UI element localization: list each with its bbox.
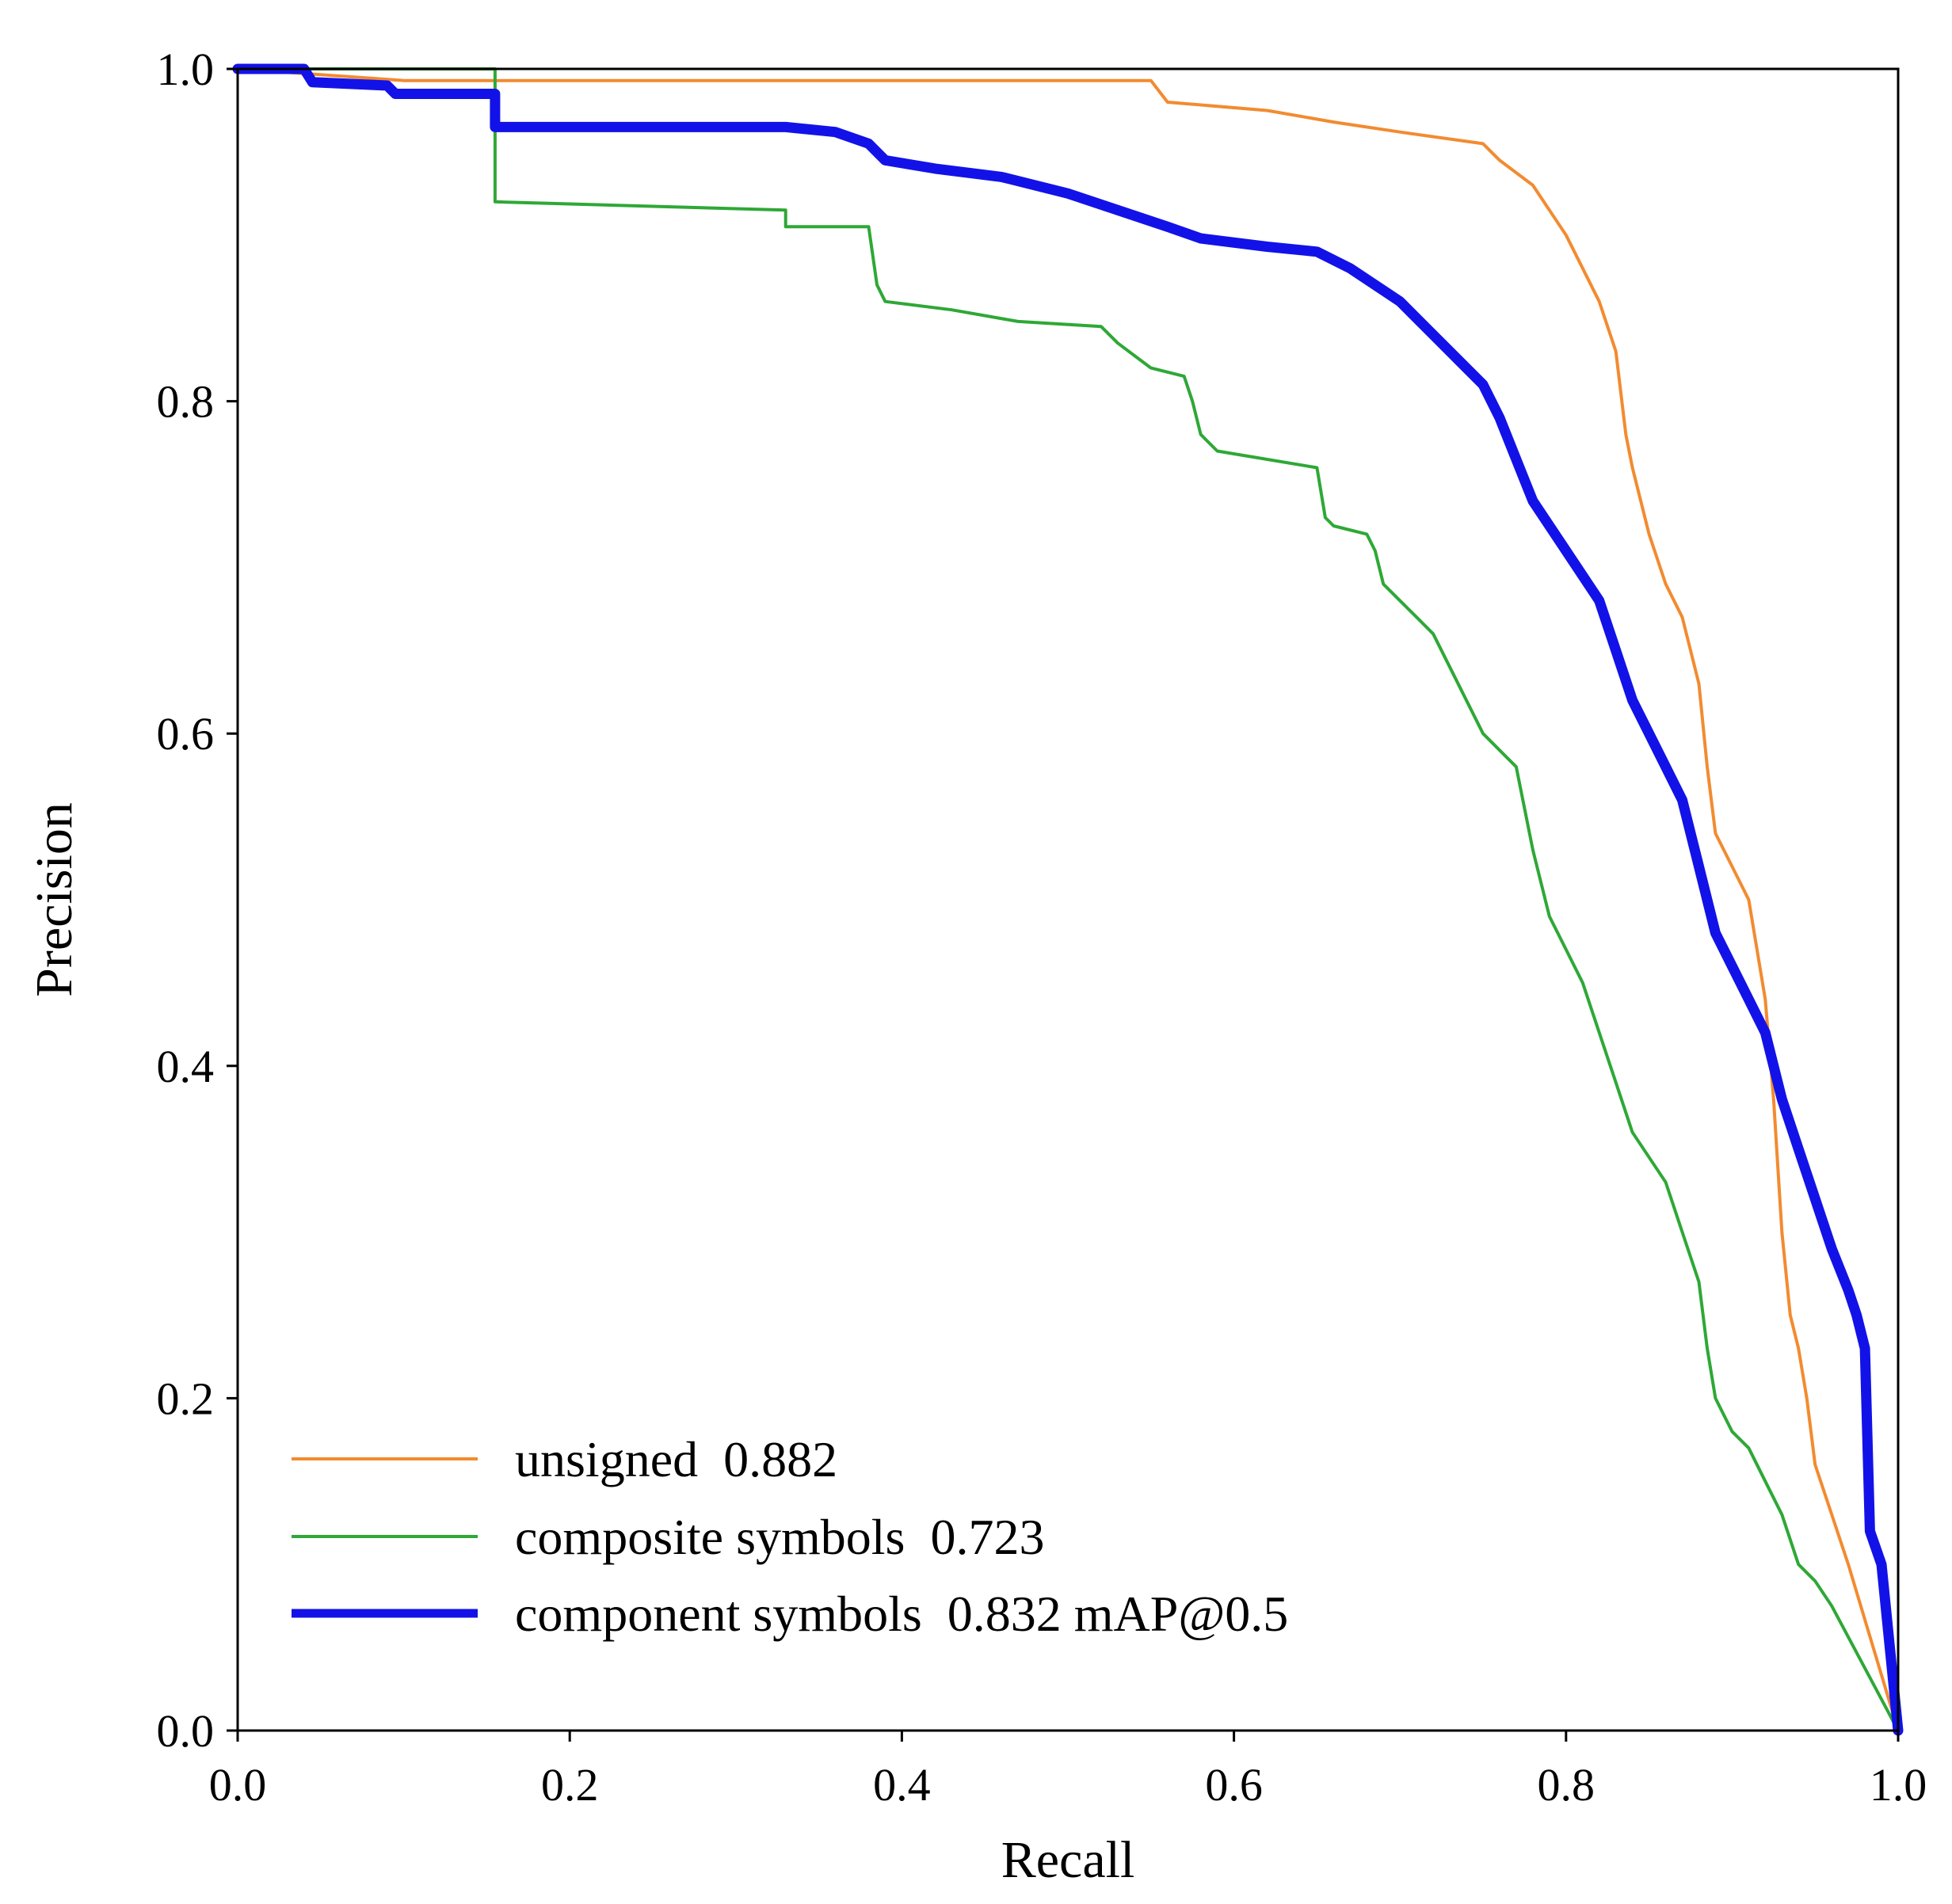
x-axis-ticks: 0.0 0.2 0.4 0.6 0.8 1.0 xyxy=(209,1731,1927,1811)
y-tick-label: 0.2 xyxy=(157,1373,215,1424)
y-tick-label: 0.6 xyxy=(157,708,215,760)
y-tick-label: 0.0 xyxy=(157,1705,215,1757)
legend-label-component-symbols: component symbols 0.832 mAP@0.5 xyxy=(515,1586,1288,1642)
y-tick-label: 0.8 xyxy=(157,376,215,428)
legend: unsigned 0.882 composite symbols 0.723 com… xyxy=(292,1431,1288,1642)
legend-label-unsigned: unsigned 0.882 xyxy=(515,1431,837,1487)
plot-frame xyxy=(236,67,1900,1732)
y-tick-label: 1.0 xyxy=(157,44,215,95)
curve-layer xyxy=(232,63,1904,1736)
x-tick-label: 0.2 xyxy=(541,1759,599,1811)
y-tick-label: 0.4 xyxy=(157,1041,215,1092)
x-tick-label: 0.4 xyxy=(873,1759,931,1811)
x-tick-label: 1.0 xyxy=(1870,1759,1927,1811)
legend-label-composite-symbols: composite symbols 0.723 xyxy=(515,1509,1044,1565)
series-line-composite-symbols xyxy=(236,67,1900,1732)
x-axis-title: Recall xyxy=(1001,1831,1135,1889)
x-tick-label: 0.6 xyxy=(1205,1759,1263,1811)
series-line-unsigned xyxy=(236,67,1900,1732)
y-axis-title: Precision xyxy=(25,802,83,997)
y-axis-ticks: 0.0 0.2 0.4 0.6 0.8 1.0 xyxy=(157,44,238,1757)
x-tick-label: 0.0 xyxy=(209,1759,267,1811)
x-tick-label: 0.8 xyxy=(1538,1759,1596,1811)
series-line-component-symbols xyxy=(232,63,1904,1736)
